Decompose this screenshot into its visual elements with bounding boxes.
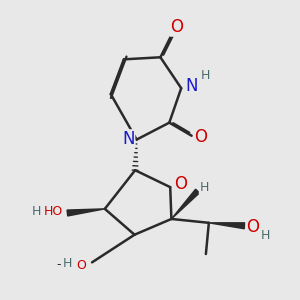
Text: N: N	[122, 130, 135, 148]
Text: -: -	[56, 258, 61, 271]
Text: H: H	[63, 257, 72, 270]
Text: N: N	[185, 77, 198, 95]
Text: O: O	[194, 128, 207, 146]
Text: O: O	[77, 260, 87, 272]
Text: O: O	[174, 175, 187, 193]
Text: O: O	[246, 218, 259, 236]
Text: H: H	[261, 229, 271, 242]
Polygon shape	[171, 189, 200, 219]
Text: H: H	[32, 205, 41, 218]
Text: HO: HO	[44, 205, 63, 218]
Polygon shape	[209, 223, 245, 229]
Text: H: H	[201, 69, 210, 82]
Polygon shape	[67, 209, 105, 216]
Text: H: H	[200, 181, 209, 194]
Text: O: O	[170, 18, 183, 36]
